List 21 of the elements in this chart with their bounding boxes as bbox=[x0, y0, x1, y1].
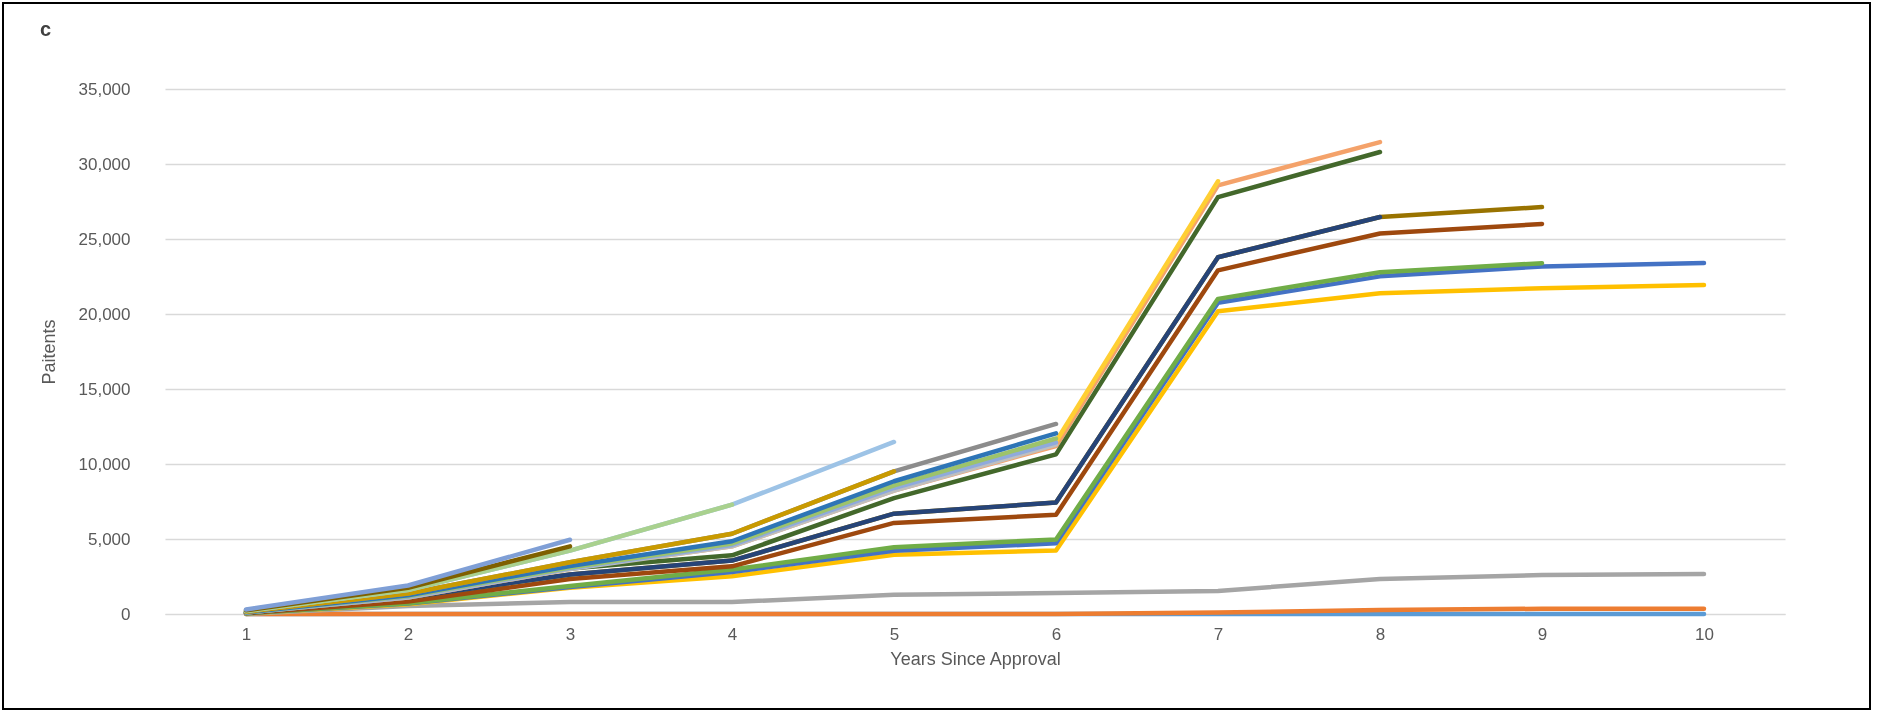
y-tick-label: 30,000 bbox=[78, 154, 131, 174]
x-tick-label: 4 bbox=[727, 624, 738, 644]
x-tick-label: 9 bbox=[1537, 624, 1548, 644]
y-tick-label: 5,000 bbox=[87, 529, 131, 549]
x-tick-label: 5 bbox=[889, 624, 900, 644]
x-tick-label: 10 bbox=[1695, 624, 1714, 644]
y-tick-label: 25,000 bbox=[78, 229, 131, 249]
x-tick-label: 3 bbox=[565, 624, 576, 644]
x-tick-label: 8 bbox=[1375, 624, 1386, 644]
y-tick-label: 10,000 bbox=[78, 454, 131, 474]
x-tick-label: 6 bbox=[1051, 624, 1062, 644]
y-tick-label: 35,000 bbox=[78, 79, 131, 99]
y-axis-title: Paitents bbox=[38, 319, 59, 385]
x-axis-title: Years Since Approval bbox=[890, 648, 1061, 669]
chart-title: c bbox=[40, 18, 52, 40]
x-tick-label: 7 bbox=[1213, 624, 1224, 644]
y-tick-label: 20,000 bbox=[78, 304, 131, 324]
x-tick-label: 2 bbox=[403, 624, 414, 644]
y-tick-label: 15,000 bbox=[78, 379, 131, 399]
y-tick-label: 0 bbox=[121, 604, 131, 624]
x-tick-label: 1 bbox=[241, 624, 252, 644]
